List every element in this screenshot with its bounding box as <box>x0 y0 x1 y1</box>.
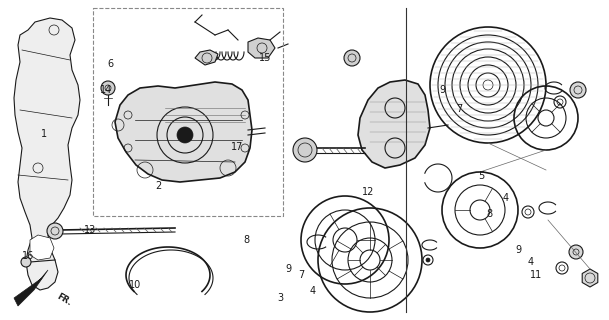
Circle shape <box>47 223 63 239</box>
Polygon shape <box>14 18 80 290</box>
Text: 11: 11 <box>530 270 542 280</box>
Text: 8: 8 <box>244 235 250 245</box>
Text: 12: 12 <box>362 187 374 197</box>
Text: 15: 15 <box>259 52 271 63</box>
Polygon shape <box>248 38 275 58</box>
Polygon shape <box>358 80 430 168</box>
Text: 8: 8 <box>487 209 493 220</box>
Circle shape <box>101 81 115 95</box>
Text: 17: 17 <box>231 142 244 152</box>
Polygon shape <box>115 82 252 182</box>
Text: 3: 3 <box>277 292 283 303</box>
Text: 9: 9 <box>439 84 445 95</box>
Text: 9: 9 <box>285 264 291 274</box>
Text: 4: 4 <box>502 193 509 204</box>
Text: 14: 14 <box>100 84 113 95</box>
Circle shape <box>569 245 583 259</box>
Circle shape <box>570 82 586 98</box>
Text: 4: 4 <box>309 286 315 296</box>
Text: 9: 9 <box>516 244 522 255</box>
Text: 2: 2 <box>155 180 161 191</box>
Text: 10: 10 <box>129 280 141 290</box>
Text: 7: 7 <box>456 104 462 114</box>
Text: 1: 1 <box>41 129 47 140</box>
Circle shape <box>293 138 317 162</box>
Polygon shape <box>582 269 598 287</box>
Bar <box>93 8 283 216</box>
Text: 5: 5 <box>478 171 484 181</box>
Text: 16: 16 <box>22 251 34 261</box>
Text: FR.: FR. <box>55 292 73 308</box>
Polygon shape <box>195 50 218 65</box>
Circle shape <box>344 50 360 66</box>
Polygon shape <box>14 270 48 306</box>
Circle shape <box>177 127 193 143</box>
Text: 4: 4 <box>528 257 534 268</box>
Text: 6: 6 <box>108 59 114 69</box>
Circle shape <box>426 258 430 262</box>
Text: 13: 13 <box>84 225 96 236</box>
Circle shape <box>21 257 31 267</box>
Polygon shape <box>30 235 54 260</box>
Text: 7: 7 <box>298 270 304 280</box>
